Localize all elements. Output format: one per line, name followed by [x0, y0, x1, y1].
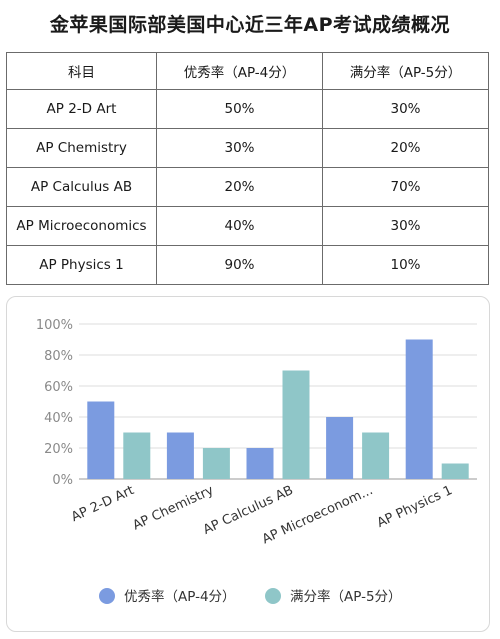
bar [246, 448, 274, 479]
full-score-rate-cell: 70% [322, 167, 489, 207]
y-tick-label: 80% [44, 349, 73, 364]
legend-label: 满分率（AP-5分） [290, 588, 402, 605]
legend-label: 优秀率（AP-4分） [124, 588, 236, 605]
bar [362, 432, 390, 479]
y-tick-label: 100% [36, 318, 73, 333]
full-score-rate-cell: 30% [322, 206, 489, 246]
table-row: AP Microeconomics 40% 30% [6, 206, 489, 246]
bar [202, 448, 230, 479]
column-header-excellent-rate: 优秀率（AP-4分） [156, 52, 323, 90]
excellent-rate-cell: 20% [156, 167, 323, 207]
legend-swatch [99, 588, 115, 604]
results-table: 科目 优秀率（AP-4分） 满分率（AP-5分） AP 2-D Art 50% … [6, 52, 489, 285]
excellent-rate-cell: 50% [156, 89, 323, 129]
bar [326, 417, 354, 479]
x-tick-label: AP 2-D Art [69, 483, 136, 525]
column-header-subject: 科目 [6, 52, 157, 90]
legend-swatch [265, 588, 281, 604]
chart-panel: 0% 20% 40% 60% 80% 100% AP 2-D Art AP Chemistry… [6, 296, 490, 632]
bar [441, 463, 469, 479]
subject-cell: AP Microeconomics [6, 206, 157, 246]
bar [166, 432, 194, 479]
subject-cell: AP Chemistry [6, 128, 157, 168]
excellent-rate-cell: 30% [156, 128, 323, 168]
subject-cell: AP Physics 1 [6, 245, 157, 285]
table-row: AP Chemistry 30% 20% [6, 128, 489, 168]
y-tick-label: 0% [52, 473, 73, 488]
x-tick-label: AP Physics 1 [375, 483, 455, 531]
subject-cell: AP 2-D Art [6, 89, 157, 129]
subject-cell: AP Calculus AB [6, 167, 157, 207]
bar [282, 370, 310, 479]
excellent-rate-cell: 40% [156, 206, 323, 246]
full-score-rate-cell: 20% [322, 128, 489, 168]
bar [405, 339, 433, 479]
y-tick-label: 40% [44, 411, 73, 426]
full-score-rate-cell: 30% [322, 89, 489, 129]
bar [123, 432, 151, 479]
page-title: 金苹果国际部美国中心近三年AP考试成绩概况 [49, 14, 451, 36]
table-row: AP Physics 1 90% 10% [6, 245, 489, 285]
y-tick-label: 20% [44, 442, 73, 457]
column-header-full-score-rate: 满分率（AP-5分） [322, 52, 489, 90]
full-score-rate-cell: 10% [322, 245, 489, 285]
table-row: AP 2-D Art 50% 30% [6, 89, 489, 129]
excellent-rate-cell: 90% [156, 245, 323, 285]
table-row: AP Calculus AB 20% 70% [6, 167, 489, 207]
bar [87, 401, 115, 479]
y-tick-label: 60% [44, 380, 73, 395]
table-header-row: 科目 优秀率（AP-4分） 满分率（AP-5分） [6, 52, 489, 90]
